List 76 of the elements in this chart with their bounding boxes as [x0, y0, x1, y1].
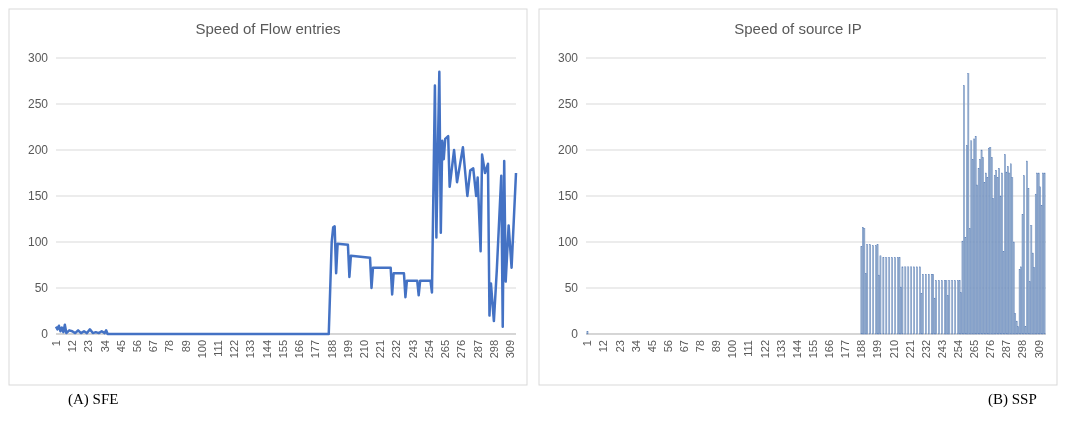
y-tick-label: 250: [27, 97, 49, 112]
y-tick-label: 150: [557, 189, 579, 204]
x-tick-label: 309: [503, 340, 516, 359]
x-tick-label: 232: [919, 340, 932, 359]
x-tick-label: 34: [98, 340, 111, 353]
y-tick-label: 300: [557, 51, 579, 66]
x-tick-label: 221: [374, 340, 387, 359]
x-tick-label: 56: [130, 340, 143, 353]
x-tick-label: 45: [114, 340, 127, 353]
x-tick-label: 100: [195, 340, 208, 359]
text: (B) SSP: [988, 391, 1037, 408]
x-tick-label: 210: [357, 340, 370, 359]
x-tick-label: 144: [790, 340, 803, 359]
x-tick-label: 309: [1032, 340, 1045, 359]
x-tick-label: 122: [758, 340, 771, 359]
x-tick-label: 287: [471, 340, 484, 359]
x-tick-label: 1: [581, 340, 594, 347]
y-tick-label: 50: [564, 281, 579, 296]
chart-title: Speed of Flow entries: [195, 20, 341, 37]
x-tick-label: 243: [406, 340, 419, 359]
x-tick-label: 232: [390, 340, 403, 359]
y-tick-label: 200: [557, 143, 579, 158]
x-tick-label: 276: [984, 340, 997, 359]
x-tick-label: 12: [66, 340, 79, 353]
x-tick-label: 133: [774, 340, 787, 359]
x-tick-label: 188: [325, 340, 338, 359]
x-tick-label: 221: [903, 340, 916, 359]
chart-title: Speed of source IP: [734, 20, 862, 37]
x-tick-label: 133: [244, 340, 257, 359]
x-tick-label: 111: [742, 340, 755, 357]
y-tick-label: 100: [557, 235, 579, 250]
x-tick-label: 144: [260, 340, 273, 359]
x-tick-label: 89: [179, 340, 192, 353]
x-tick-label: 45: [645, 340, 658, 353]
x-tick-label: 1: [49, 340, 62, 347]
x-tick-label: 265: [968, 340, 981, 359]
x-tick-label: 210: [887, 340, 900, 359]
x-tick-label: 67: [147, 340, 160, 353]
x-tick-label: 276: [455, 340, 468, 359]
x-tick-label: 298: [487, 340, 500, 359]
y-tick-label: 150: [27, 189, 49, 204]
x-tick-label: 177: [839, 340, 852, 359]
x-tick-label: 254: [422, 340, 435, 359]
x-tick-label: 265: [439, 340, 452, 359]
y-tick-label: 300: [27, 51, 49, 66]
x-tick-label: 67: [678, 340, 690, 353]
x-tick-label: 89: [710, 340, 723, 353]
x-tick-label: 78: [163, 340, 176, 353]
x-tick-label: 56: [661, 340, 674, 353]
x-tick-label: 199: [871, 340, 884, 359]
x-tick-label: 243: [935, 340, 948, 359]
x-tick-label: 34: [629, 340, 642, 353]
y-tick-label: 250: [557, 97, 579, 112]
x-tick-label: 23: [82, 340, 95, 353]
x-tick-label: 100: [726, 340, 739, 359]
x-tick-label: 155: [276, 340, 289, 359]
x-tick-label: 166: [293, 340, 306, 359]
x-tick-label: 23: [613, 340, 626, 353]
y-tick-label: 100: [27, 235, 49, 250]
x-tick-label: 177: [309, 340, 322, 359]
x-tick-label: 78: [694, 340, 707, 353]
y-tick-label: 0: [41, 327, 49, 342]
x-tick-label: 111: [212, 340, 225, 357]
x-tick-label: 155: [806, 340, 819, 359]
x-tick-label: 166: [823, 340, 836, 359]
x-tick-label: 287: [1000, 340, 1013, 359]
text: (A) SFE: [68, 391, 119, 408]
x-tick-label: 188: [855, 340, 868, 359]
y-tick-label: 200: [27, 143, 49, 158]
y-tick-label: 50: [34, 281, 49, 296]
x-tick-label: 122: [228, 340, 241, 359]
x-tick-label: 298: [1016, 340, 1029, 359]
x-tick-label: 12: [597, 340, 610, 353]
y-tick-label: 0: [571, 327, 579, 342]
x-tick-label: 199: [341, 340, 354, 359]
x-tick-label: 254: [951, 340, 964, 359]
